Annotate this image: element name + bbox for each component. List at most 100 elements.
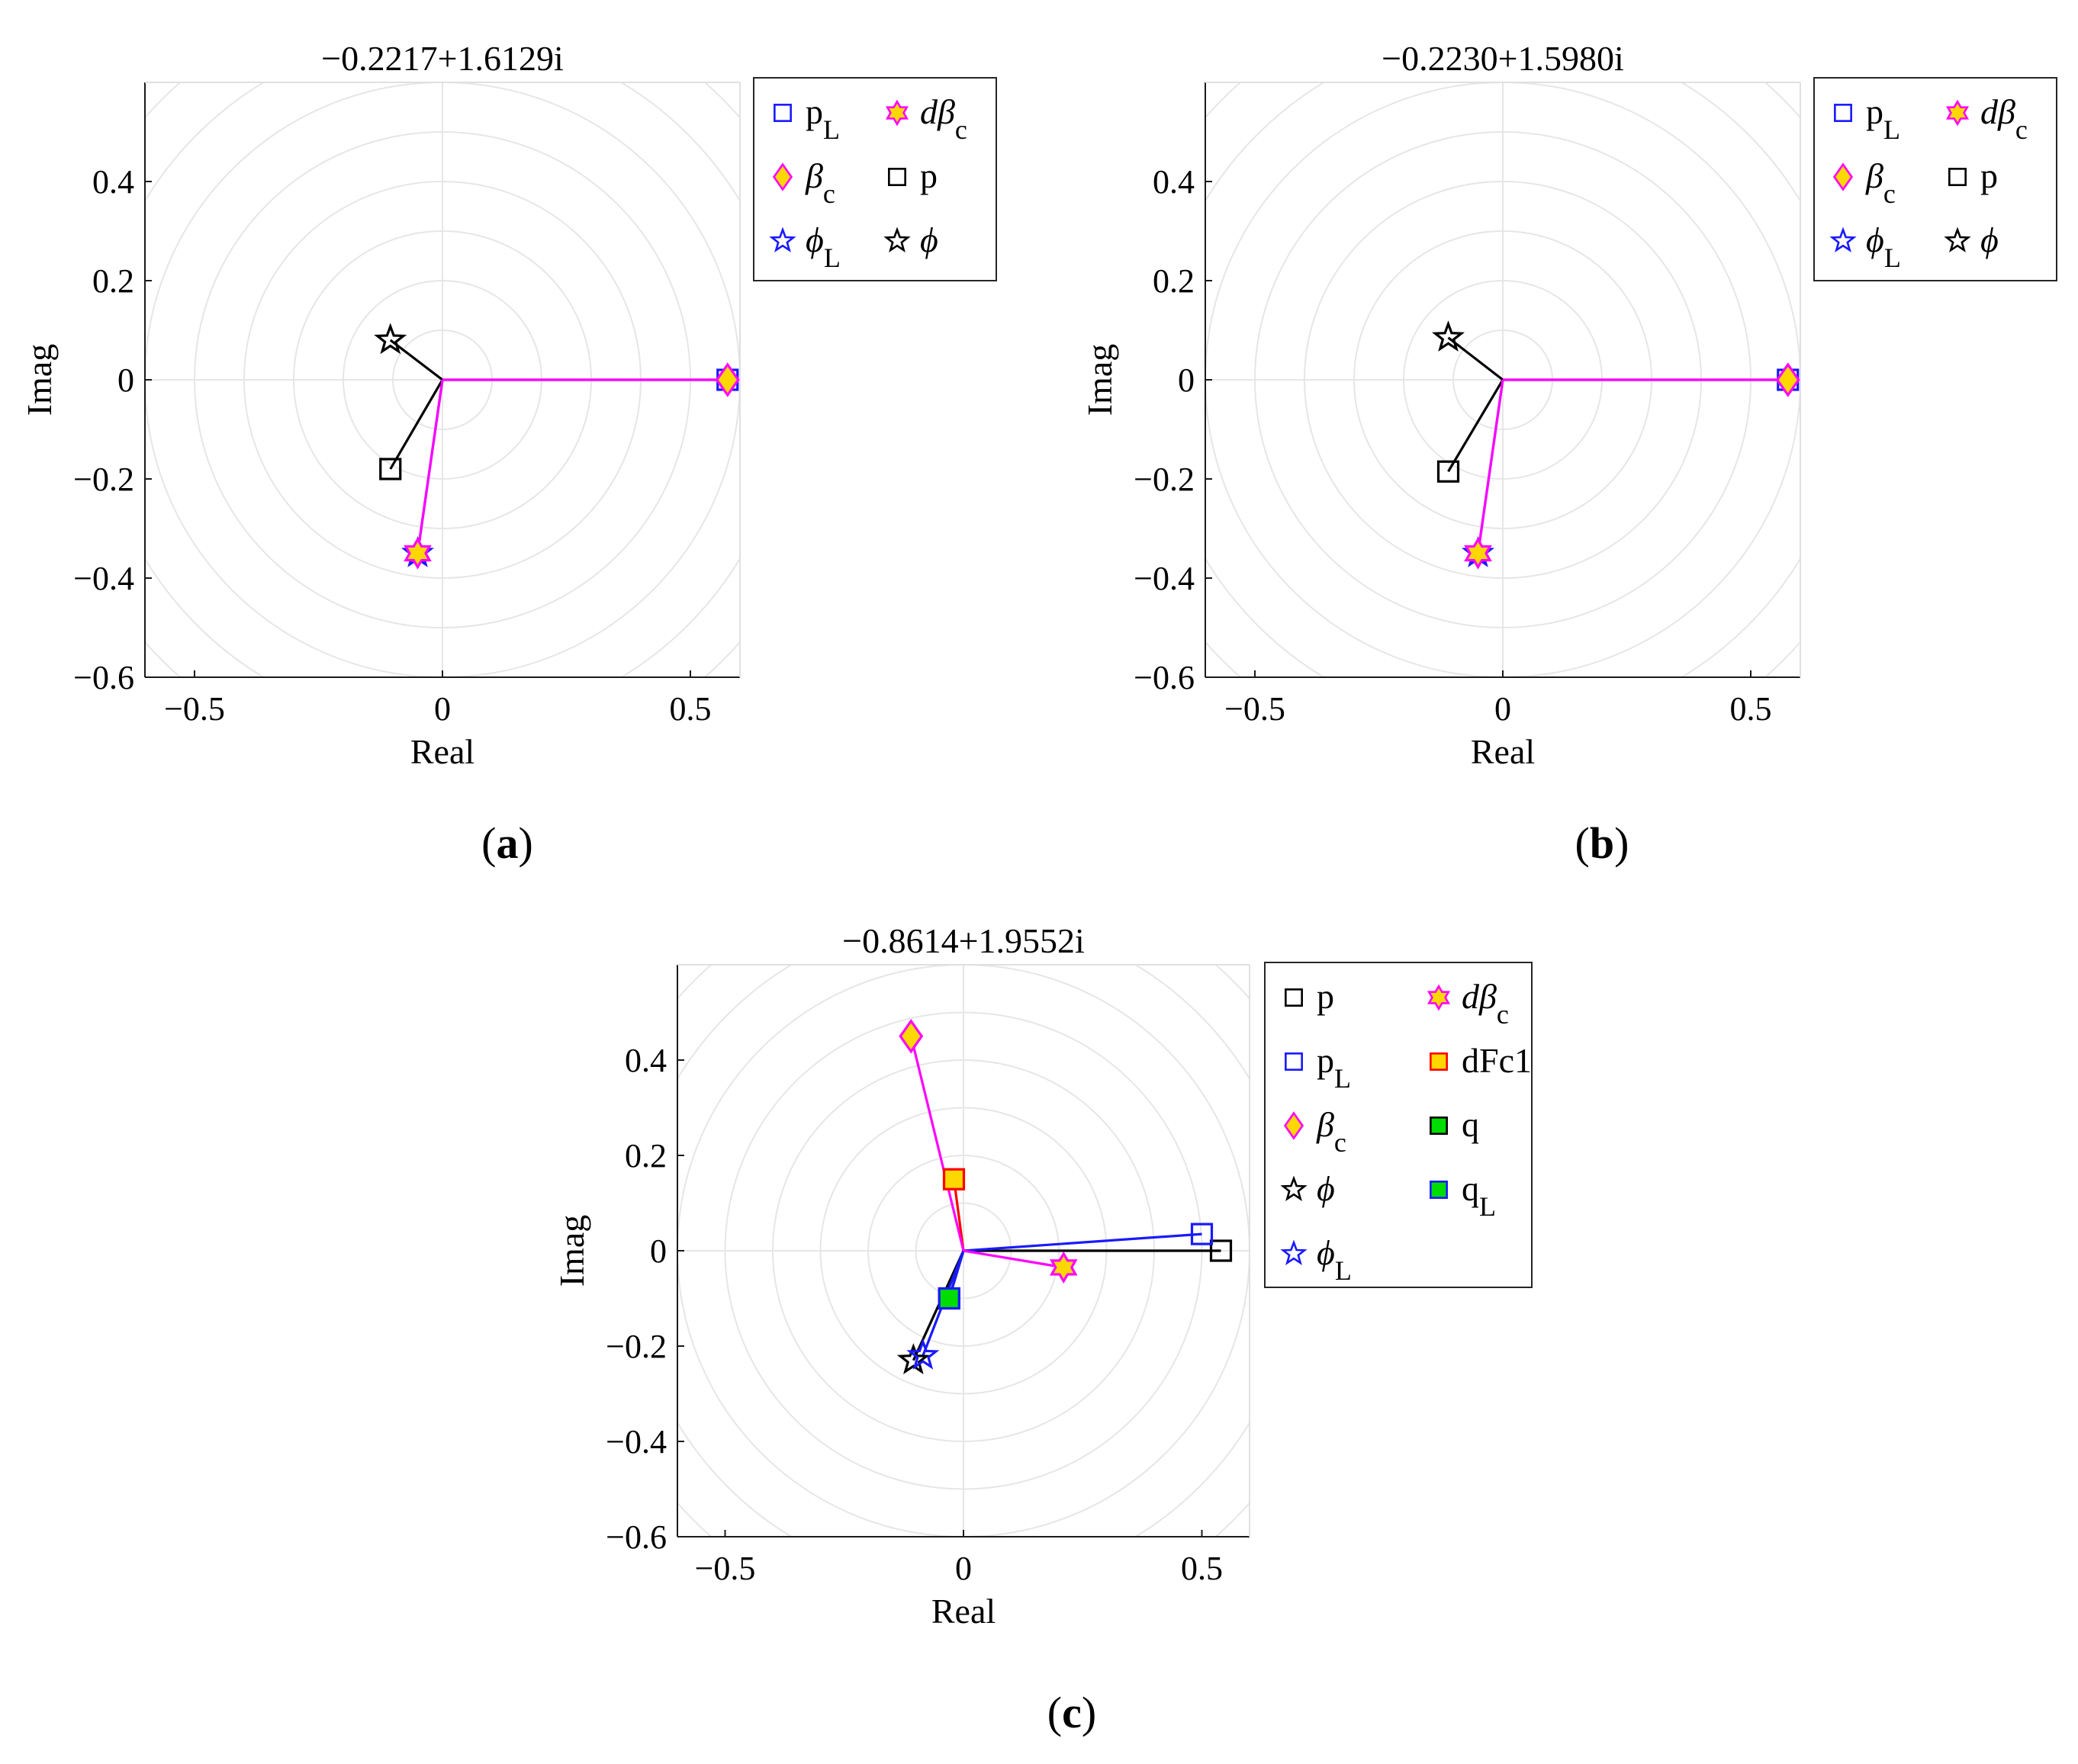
- legend-marker-ϕ: [883, 227, 911, 253]
- legend-label: dβc: [920, 92, 967, 145]
- panel-c: −0.5 0 0.5 −0.6 −0.4 −0.2 0 0.2 0.4 −0.8614+1.955…: [552, 921, 1533, 1737]
- legend-item: dβc: [885, 92, 967, 145]
- legend-label: ϕ: [1317, 1169, 1335, 1208]
- point-pL: [1190, 1223, 1214, 1245]
- point-p: [1209, 1239, 1233, 1262]
- legend-item: ϕL: [1280, 1233, 1352, 1286]
- point-βc: [1775, 362, 1800, 397]
- legend-marker-p: [1948, 168, 1967, 186]
- legend-marker-pL: [1834, 104, 1852, 122]
- phasor-line-p: [389, 379, 444, 470]
- legend-label: dFc1: [1462, 1041, 1532, 1080]
- legend-marker-ϕL: [769, 227, 796, 253]
- legend-item: ϕL: [769, 220, 841, 273]
- legend-label: qL: [1462, 1169, 1496, 1222]
- y-tick-label: −0.4: [606, 1423, 667, 1460]
- legend-marker-p: [774, 104, 792, 122]
- legend-item: dβc: [1945, 92, 2028, 145]
- legend-label: q: [1462, 1105, 1479, 1144]
- panel-label: (b): [1575, 818, 1629, 868]
- y-tick-label: 0.2: [625, 1137, 667, 1174]
- y-tick-label: −0.2: [1134, 461, 1195, 498]
- point-ϕ: [374, 323, 407, 355]
- legend-box: [753, 77, 997, 281]
- legend-marker-ϕ: [1944, 227, 1971, 253]
- panel-label: (c): [1047, 1688, 1096, 1737]
- legend-box: [1264, 962, 1533, 1288]
- legend-marker-dFc1: [1430, 1052, 1448, 1071]
- phasor-plot: [374, 323, 740, 570]
- legend-label: p: [1317, 977, 1334, 1016]
- x-axis-label: Real: [931, 1592, 996, 1631]
- panel-a: −0.5 0 0.5 −0.6 −0.4 −0.2 0 0.2 0.4 −0.2217+1.612…: [20, 39, 997, 868]
- panel-label: (a): [481, 818, 533, 868]
- legend-label: ϕL: [1866, 220, 1901, 273]
- x-axis-label: Real: [1471, 732, 1535, 771]
- x-axis-label: Real: [410, 732, 474, 771]
- legend-item: ϕ: [1944, 220, 1999, 259]
- legend-item: ϕ: [1280, 1169, 1335, 1208]
- legend-item: ϕ: [883, 220, 938, 259]
- legend-marker-dβc: [1427, 984, 1451, 1011]
- y-tick-label: 0: [1178, 361, 1195, 399]
- y-tick-label: 0.4: [92, 163, 134, 201]
- legend-label: p: [1980, 156, 1998, 195]
- y-tick-label: −0.6: [606, 1518, 667, 1556]
- legend-item: p: [888, 156, 938, 195]
- legend-label: pL: [1317, 1041, 1351, 1094]
- legend-marker-pL: [1285, 1052, 1303, 1071]
- point-ϕ: [896, 1343, 930, 1375]
- legend-item: pL: [1834, 92, 1900, 145]
- phasor-line-dβc: [416, 379, 444, 554]
- point-ϕ: [1431, 320, 1465, 352]
- legend-marker-q: [1430, 1117, 1448, 1135]
- legend-marker-p: [888, 168, 906, 186]
- point-p: [1436, 460, 1460, 483]
- y-tick-label: −0.4: [1134, 560, 1195, 597]
- point-qL: [938, 1287, 960, 1310]
- legend-label: p: [920, 156, 938, 195]
- chart-title: −0.8614+1.9552i: [842, 921, 1085, 960]
- legend: p dβc pL dFc1 βc q ϕ qL ϕL: [1264, 962, 1533, 1288]
- phasor-line-p: [1447, 379, 1504, 473]
- point-βc: [715, 362, 740, 397]
- legend-label: ϕL: [806, 220, 841, 273]
- legend-label: βc: [1316, 1105, 1346, 1158]
- x-tick-label: −0.5: [1224, 690, 1285, 728]
- point-dFc1: [942, 1168, 966, 1190]
- legend-item: dβc: [1427, 977, 1509, 1030]
- legend-label: ϕL: [1317, 1233, 1352, 1286]
- phasor-plot: [1431, 320, 1800, 570]
- legend-item: q: [1430, 1105, 1479, 1144]
- legend-label: ϕ: [1980, 220, 1999, 259]
- legend-item: dFc1: [1430, 1041, 1532, 1080]
- legend-item: p: [1948, 156, 1998, 195]
- y-tick-label: −0.6: [73, 659, 134, 696]
- y-tick-label: 0.4: [1153, 163, 1195, 201]
- legend-label: dβc: [1462, 977, 1509, 1030]
- legend-label: βc: [805, 156, 835, 209]
- point-dβc: [1049, 1251, 1078, 1284]
- legend-marker-qL: [1430, 1181, 1448, 1199]
- legend: pL dβc βc p ϕL ϕ: [1813, 77, 2057, 281]
- phasor-line-ϕ: [1447, 336, 1504, 381]
- legend-item: βc: [772, 156, 835, 209]
- y-tick-label: −0.4: [73, 560, 134, 597]
- y-tick-label: 0.4: [625, 1042, 667, 1079]
- y-axis-label: Imag: [552, 1215, 591, 1287]
- legend-marker-βc: [1283, 1111, 1304, 1140]
- legend-marker-dβc: [885, 99, 909, 127]
- point-p: [379, 458, 402, 480]
- legend-marker-ϕL: [1829, 227, 1857, 253]
- y-axis-label: Imag: [20, 344, 59, 416]
- legend-marker-βc: [772, 162, 793, 191]
- x-tick-label: 0: [434, 690, 451, 728]
- legend-item: pL: [774, 92, 840, 145]
- x-tick-label: −0.5: [164, 690, 225, 728]
- legend-item: qL: [1430, 1169, 1496, 1222]
- chart-title: −0.2230+1.5980i: [1382, 39, 1624, 78]
- y-tick-label: 0: [650, 1232, 667, 1270]
- x-tick-label: −0.5: [695, 1550, 756, 1587]
- legend-marker-ϕL: [1280, 1239, 1308, 1266]
